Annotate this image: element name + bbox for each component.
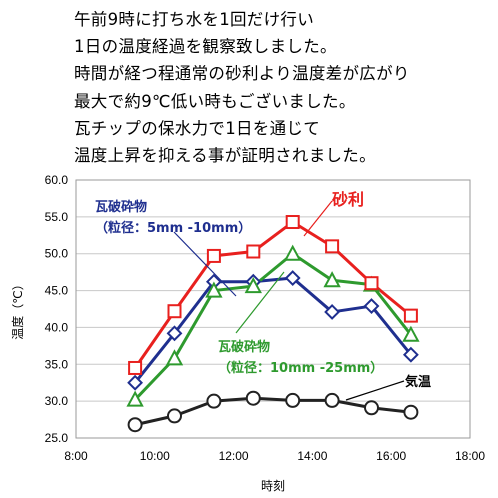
y-tick-label: 50.0 xyxy=(45,247,69,261)
x-tick-label: 10:00 xyxy=(140,449,170,463)
plot-area-border xyxy=(75,179,471,439)
data-point xyxy=(246,244,261,259)
x-tick-label: 18:00 xyxy=(455,449,485,463)
data-point xyxy=(206,248,221,263)
intro-text: 午前9時に打ち水を1回だけ行い 1日の温度経過を観察致しました。 時間が経つ程通… xyxy=(74,6,494,169)
data-point xyxy=(167,304,182,319)
data-point xyxy=(284,244,302,261)
data-point xyxy=(245,390,261,406)
data-point xyxy=(206,393,222,409)
data-point xyxy=(402,346,419,363)
x-tick-label: 16:00 xyxy=(376,449,406,463)
y-tick-label: 60.0 xyxy=(45,173,69,187)
data-point xyxy=(166,325,183,342)
data-point xyxy=(363,298,380,314)
intro-line: 温度上昇を抑える事が証明されました。 xyxy=(74,146,376,166)
data-point xyxy=(324,304,341,320)
data-point xyxy=(126,390,144,407)
data-point xyxy=(403,404,419,420)
data-point xyxy=(285,215,300,230)
y-tick-label: 55.0 xyxy=(45,210,69,224)
y-tick-label: 25.0 xyxy=(45,431,69,445)
series-line xyxy=(133,220,412,369)
data-point xyxy=(364,400,379,416)
data-point xyxy=(244,277,262,294)
series-annotation: （粒径：5mm -10mm） xyxy=(95,220,251,236)
y-axis-title: 温度（℃） xyxy=(10,278,25,339)
series-annotation: 砂利 xyxy=(332,190,364,209)
data-point xyxy=(128,360,143,375)
data-point xyxy=(127,417,143,433)
intro-line: 瓦チップの保水力で1日を通じて xyxy=(74,118,320,138)
x-axis-title: 時刻 xyxy=(261,479,285,493)
series-annotation: 気温 xyxy=(405,374,431,390)
series-line xyxy=(134,252,413,401)
annotation-leader-line xyxy=(303,200,333,237)
intro-line: 最大で約9℃低い時もございました。 xyxy=(74,91,356,111)
data-point xyxy=(364,276,379,291)
annotation-leader-line xyxy=(345,380,405,401)
data-point xyxy=(284,270,301,286)
x-tick-label: 12:00 xyxy=(219,449,249,463)
data-point xyxy=(205,281,223,298)
data-point xyxy=(324,392,340,408)
series-annotation: （粒径：10mm -25mm） xyxy=(218,360,383,376)
y-tick-label: 40.0 xyxy=(45,320,69,334)
data-point xyxy=(165,349,184,366)
annotation-leader-line xyxy=(173,231,237,297)
intro-line: 午前9時に打ち水を1回だけ行い xyxy=(74,10,314,29)
y-tick-label: 30.0 xyxy=(45,394,69,408)
intro-line: 時間が経つ程通常の砂利より温度差が広がり xyxy=(74,64,410,84)
series-annotation: 瓦破砕物 xyxy=(95,199,147,215)
data-point xyxy=(167,408,182,424)
y-tick-label: 35.0 xyxy=(45,357,69,371)
data-point xyxy=(323,271,341,288)
data-point xyxy=(402,325,420,342)
series-annotation: 瓦破砕物 xyxy=(218,339,270,355)
annotation-leader-line xyxy=(235,271,285,334)
x-tick-label: 8:00 xyxy=(64,449,88,463)
intro-line: 1日の温度経過を観察致しました。 xyxy=(74,37,337,57)
data-point xyxy=(403,308,418,323)
data-point xyxy=(325,239,340,254)
x-tick-label: 14:00 xyxy=(297,449,327,463)
y-tick-label: 45.0 xyxy=(45,284,69,298)
data-point xyxy=(127,374,144,391)
data-point xyxy=(285,392,301,408)
